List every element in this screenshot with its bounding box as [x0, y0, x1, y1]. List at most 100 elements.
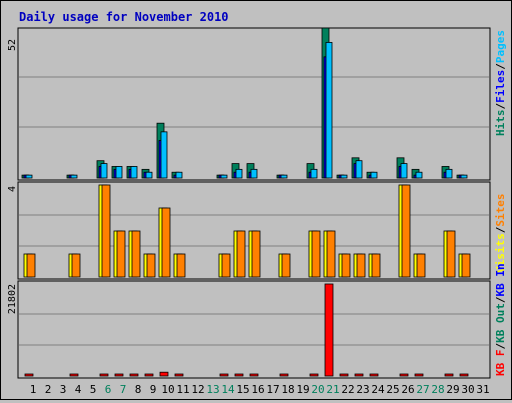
x-axis-day-labels: 1 2 3 4 5 6 7 8 9 10 11 12 13 14 15 16 17 18 19 20 21 22 23 24 2… — [30, 383, 490, 396]
bar-pages — [460, 174, 468, 179]
x-tick-label: 16 — [251, 383, 264, 396]
x-tick-label: 23 — [356, 383, 369, 396]
bar-sites — [281, 253, 291, 278]
bar-kb-f — [399, 373, 409, 377]
legend-item: Files — [494, 70, 507, 103]
bar-pages — [115, 166, 123, 179]
bar-kb-f — [414, 373, 424, 377]
bar-kb-f — [219, 373, 229, 377]
x-tick-label: 10 — [161, 383, 174, 396]
bar-pages — [445, 168, 453, 179]
bar-sites — [371, 253, 381, 278]
bar-kb-f — [114, 373, 124, 377]
legend-item: KB F — [494, 350, 507, 377]
x-tick-label: 24 — [371, 383, 385, 396]
panel-kbytes-bg — [17, 280, 491, 379]
bar-sites — [326, 230, 336, 278]
x-tick-label: 7 — [120, 383, 127, 396]
bar-pages — [355, 160, 363, 179]
bar-sites — [221, 253, 231, 278]
bar-sites — [416, 253, 426, 278]
bar-pages — [325, 42, 333, 179]
legend-item: Pages — [494, 30, 507, 63]
legend-item: Visits — [494, 233, 507, 273]
bar-kb-f — [159, 371, 169, 377]
bar-kb-f — [129, 373, 139, 377]
x-tick-label: 31 — [476, 383, 489, 396]
bar-sites — [71, 253, 81, 278]
bar-sites — [131, 230, 141, 278]
legend-item: Hits — [494, 110, 507, 137]
bar-kb-f — [144, 373, 154, 377]
chart-title: Daily usage for November 2010 — [19, 10, 229, 24]
x-tick-label: 14 — [221, 383, 235, 396]
panel-kbytes-ymax-label: 21802 — [7, 284, 18, 314]
x-tick-label: 2 — [45, 383, 52, 396]
bar-pages — [70, 174, 78, 179]
bar-sites — [311, 230, 321, 278]
x-tick-label: 27 — [416, 383, 429, 396]
bar-pages — [340, 174, 348, 179]
bar-sites — [236, 230, 246, 278]
bar-sites — [401, 184, 411, 278]
bar-pages — [400, 163, 408, 179]
bar-sites — [251, 230, 261, 278]
bar-pages — [175, 171, 183, 179]
panel-hits-ymax-label: 52 — [7, 39, 18, 51]
x-tick-label: 30 — [461, 383, 474, 396]
bar-sites — [116, 230, 126, 278]
x-tick-label: 25 — [386, 383, 399, 396]
x-tick-label: 18 — [281, 383, 294, 396]
bar-pages — [235, 168, 243, 179]
gridlines — [19, 76, 489, 346]
legend-item: Sites — [494, 194, 507, 227]
bar-pages — [160, 131, 168, 179]
bar-sites — [146, 253, 156, 278]
x-tick-label: 8 — [135, 383, 142, 396]
bar-kb-f — [324, 283, 334, 377]
bar-pages — [100, 163, 108, 179]
legend-hits-files-pages: Hits/Files/Pages — [494, 30, 507, 136]
bar-sites — [446, 230, 456, 278]
bar-kb-f — [234, 373, 244, 377]
x-tick-label: 11 — [176, 383, 189, 396]
x-tick-label: 4 — [75, 383, 82, 396]
x-tick-label: 29 — [446, 383, 459, 396]
bar-kb-f — [174, 373, 184, 377]
legend-text: Hits/Files/Pages — [494, 30, 507, 136]
panel-visits-ymax-label: 4 — [7, 186, 18, 192]
legend-item: KB In — [494, 263, 507, 296]
x-tick-label: 19 — [296, 383, 309, 396]
legend-item: KB Out — [494, 303, 507, 343]
bar-kb-f — [24, 373, 34, 377]
bar-sites — [26, 253, 36, 278]
bar-kb-f — [339, 373, 349, 377]
bar-kb-f — [369, 373, 379, 377]
x-tick-label: 22 — [341, 383, 354, 396]
x-tick-label: 3 — [60, 383, 67, 396]
x-tick-label: 1 — [30, 383, 37, 396]
bar-pages — [415, 171, 423, 179]
bar-kb-f — [279, 373, 289, 377]
x-tick-label: 17 — [266, 383, 279, 396]
bar-kb-f — [69, 373, 79, 377]
bars-kbytes — [24, 283, 469, 377]
panel-hits-bg — [17, 27, 491, 181]
bars-visits-sites — [23, 184, 471, 278]
bar-kb-f — [99, 373, 109, 377]
x-tick-label: 6 — [105, 383, 112, 396]
legend-kbytes: KB F/KB Out/KB In — [494, 263, 507, 376]
legend-visits-sites: Visits/Sites — [494, 194, 507, 274]
bar-sites — [356, 253, 366, 278]
x-tick-label: 21 — [326, 383, 339, 396]
bar-pages — [145, 171, 153, 179]
x-tick-label: 5 — [90, 383, 97, 396]
legend-text: KB F/KB Out/KB In — [494, 263, 507, 376]
bar-pages — [220, 174, 228, 179]
x-tick-label: 13 — [206, 383, 219, 396]
bar-pages — [25, 174, 33, 179]
bar-sites — [341, 253, 351, 278]
bars-hits-files-pages — [21, 27, 468, 179]
